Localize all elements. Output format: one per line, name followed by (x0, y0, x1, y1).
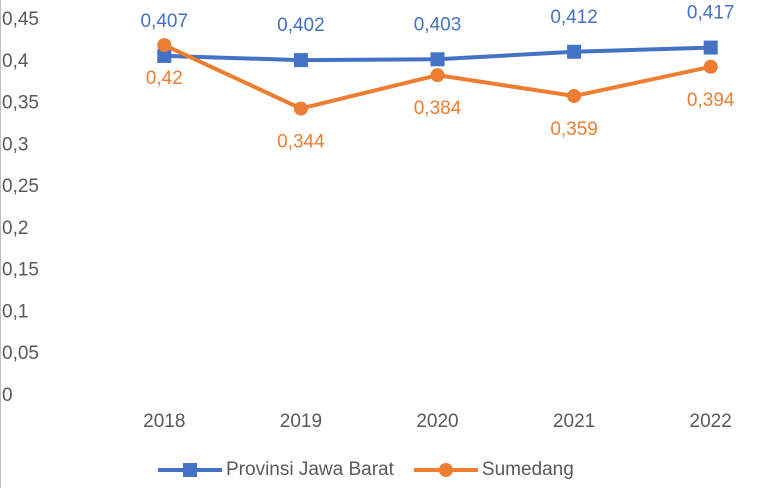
y-tick-label: 0,05 (2, 343, 39, 364)
data-label: 0,359 (550, 119, 598, 140)
data-label: 0,412 (550, 7, 598, 28)
data-label: 0,417 (687, 3, 735, 24)
y-tick-label: 0,15 (2, 260, 39, 281)
marker (183, 463, 197, 477)
y-tick-label: 0,2 (2, 218, 28, 239)
y-tick-label: 0,45 (2, 9, 39, 30)
marker (438, 463, 453, 477)
data-label: 0,344 (277, 132, 325, 153)
marker (430, 52, 445, 67)
marker (157, 48, 172, 63)
y-tick-label: 0 (2, 385, 13, 406)
data-label: 0,407 (141, 11, 189, 32)
x-tick-label: 2021 (553, 411, 595, 432)
marker (703, 40, 718, 55)
marker (703, 59, 718, 74)
data-label: 0,402 (277, 15, 325, 36)
x-tick-label: 2022 (690, 411, 732, 432)
legend-label: Provinsi Jawa Barat (226, 459, 395, 480)
x-tick-label: 2020 (416, 411, 458, 432)
marker (430, 68, 445, 83)
x-tick-label: 2019 (280, 411, 322, 432)
y-tick-label: 0,25 (2, 176, 39, 197)
data-label: 0,394 (687, 90, 735, 111)
data-label: 0,42 (146, 68, 183, 89)
data-label: 0,384 (414, 98, 462, 119)
marker (157, 38, 172, 53)
marker (293, 101, 308, 116)
y-tick-label: 0,1 (2, 301, 28, 322)
x-tick-label: 2018 (143, 411, 185, 432)
marker (293, 53, 308, 68)
y-tick-label: 0,3 (2, 134, 28, 155)
legend-label: Sumedang (482, 459, 574, 480)
marker (567, 89, 582, 104)
marker (567, 44, 582, 59)
y-tick-label: 0,4 (2, 51, 29, 72)
y-tick-label: 0,35 (2, 93, 39, 114)
data-label: 0,403 (414, 14, 462, 35)
